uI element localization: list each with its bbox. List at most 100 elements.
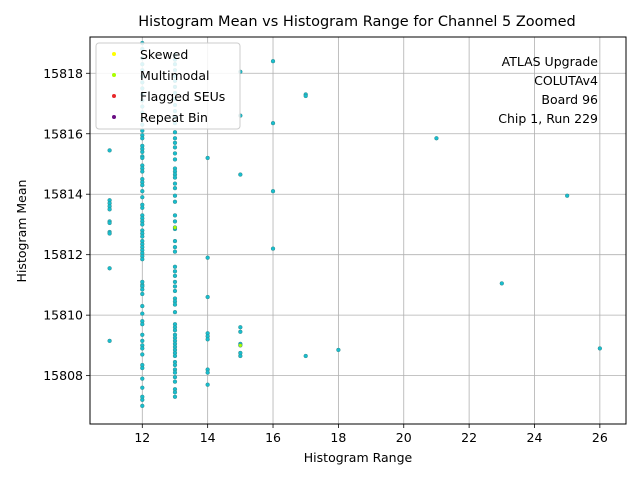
data-point-normal: [140, 169, 145, 174]
legend-marker-flagged-seus: [112, 94, 116, 98]
x-tick-label: 20: [396, 430, 412, 445]
data-point-normal: [140, 338, 145, 344]
x-axis-label: Histogram Range: [304, 450, 413, 465]
y-axis-label: Histogram Mean: [14, 180, 29, 283]
data-point-normal: [140, 182, 145, 188]
x-tick-label: 16: [265, 430, 281, 445]
data-point-normal: [172, 309, 178, 315]
data-point-normal: [172, 390, 178, 395]
data-point-normal: [172, 130, 178, 135]
data-point-multimodal: [172, 225, 178, 230]
x-tick-label: 22: [461, 430, 477, 445]
data-point-normal: [140, 385, 145, 390]
data-point-normal: [205, 337, 210, 342]
annotation-line-4: Chip 1, Run 229: [498, 111, 598, 126]
y-axis-ticks: 15808 15810 15812 15814 15816 15818: [43, 66, 90, 383]
data-point-normal: [172, 145, 178, 150]
data-point-normal: [172, 219, 178, 224]
data-point-normal: [172, 284, 178, 289]
data-point-normal: [172, 249, 178, 254]
data-point-normal: [172, 199, 178, 204]
legend-label-flagged-seus: Flagged SEUs: [140, 89, 225, 104]
data-point-normal: [205, 382, 210, 387]
data-point-normal: [172, 279, 178, 285]
data-point-normal: [238, 325, 243, 330]
data-point-normal: [107, 207, 112, 212]
data-point-normal: [238, 353, 243, 359]
data-point-normal: [140, 397, 145, 402]
legend-marker-multimodal: [112, 73, 116, 77]
data-point-normal: [172, 370, 178, 375]
data-point-normal: [172, 140, 178, 145]
data-point-normal: [270, 59, 276, 64]
data-point-normal: [270, 246, 276, 251]
data-point-normal: [140, 376, 145, 381]
data-point-normal: [140, 149, 145, 155]
data-point-normal: [172, 362, 178, 368]
legend-label-repeat-bin: Repeat Bin: [140, 110, 208, 125]
data-point-normal: [205, 294, 210, 300]
data-point-normal: [238, 172, 243, 177]
data-point-normal: [172, 175, 178, 180]
data-point-normal: [205, 255, 210, 260]
data-point-normal: [140, 332, 145, 337]
data-point-normal: [140, 291, 145, 297]
annotation-line-1: ATLAS Upgrade: [502, 54, 599, 69]
data-point-normal: [172, 244, 178, 250]
x-tick-label: 12: [134, 430, 150, 445]
data-point-normal: [107, 231, 112, 236]
grid-lines: [90, 37, 626, 424]
data-point-normal: [140, 189, 145, 194]
data-point-normal: [140, 205, 145, 210]
data-point-normal: [172, 193, 178, 198]
y-tick-label: 15818: [43, 66, 83, 81]
x-tick-label: 24: [527, 430, 543, 445]
data-point-normal: [205, 155, 210, 161]
data-point-normal: [140, 365, 145, 371]
data-point-normal: [336, 347, 341, 353]
data-point-normal: [172, 181, 178, 186]
data-point-normal: [172, 238, 178, 244]
legend-marker-skewed: [112, 52, 116, 56]
data-point-normal: [140, 352, 145, 357]
data-point-normal: [303, 93, 308, 99]
data-point-normal: [597, 346, 603, 351]
data-point-normal: [565, 193, 570, 198]
data-point-normal: [140, 322, 145, 327]
data-point-normal: [172, 269, 178, 274]
data-point-normal: [303, 353, 308, 359]
legend-box: [95, 42, 241, 130]
data-point-normal: [172, 151, 178, 156]
data-point-normal: [140, 222, 145, 227]
data-point-normal: [140, 403, 145, 409]
annotation-line-3: Board 96: [541, 92, 598, 107]
data-point-normal: [140, 346, 145, 351]
y-tick-label: 15810: [43, 308, 83, 323]
y-tick-label: 15816: [43, 126, 83, 141]
data-point-normal: [270, 189, 276, 194]
x-axis-ticks: 12 14 16 18 20 22 24 26: [134, 424, 608, 445]
data-point-normal: [172, 394, 178, 399]
chart-title: Histogram Mean vs Histogram Range for Ch…: [138, 14, 576, 30]
annotation-block: ATLAS Upgrade COLUTAv4 Board 96 Chip 1, …: [498, 54, 598, 126]
data-point-normal: [238, 329, 243, 334]
legend: Skewed Multimodal Flagged SEUs Repeat Bi…: [95, 42, 241, 130]
data-point-normal: [140, 311, 145, 316]
data-point-normal: [140, 136, 145, 141]
data-point-normal: [107, 338, 112, 344]
data-point-normal: [140, 234, 145, 239]
data-point-normal: [107, 266, 112, 271]
data-point-normal: [172, 328, 178, 333]
x-tick-label: 18: [330, 430, 346, 445]
y-tick-label: 15812: [43, 247, 83, 262]
x-tick-label: 14: [200, 430, 216, 445]
y-tick-label: 15808: [43, 368, 83, 383]
data-point-normal: [434, 136, 439, 141]
data-point-normal: [172, 186, 178, 191]
data-point-normal: [172, 353, 178, 359]
data-point-normal: [172, 136, 178, 141]
y-tick-label: 15814: [43, 187, 83, 202]
legend-label-skewed: Skewed: [140, 47, 188, 62]
data-point-normal: [172, 379, 178, 384]
